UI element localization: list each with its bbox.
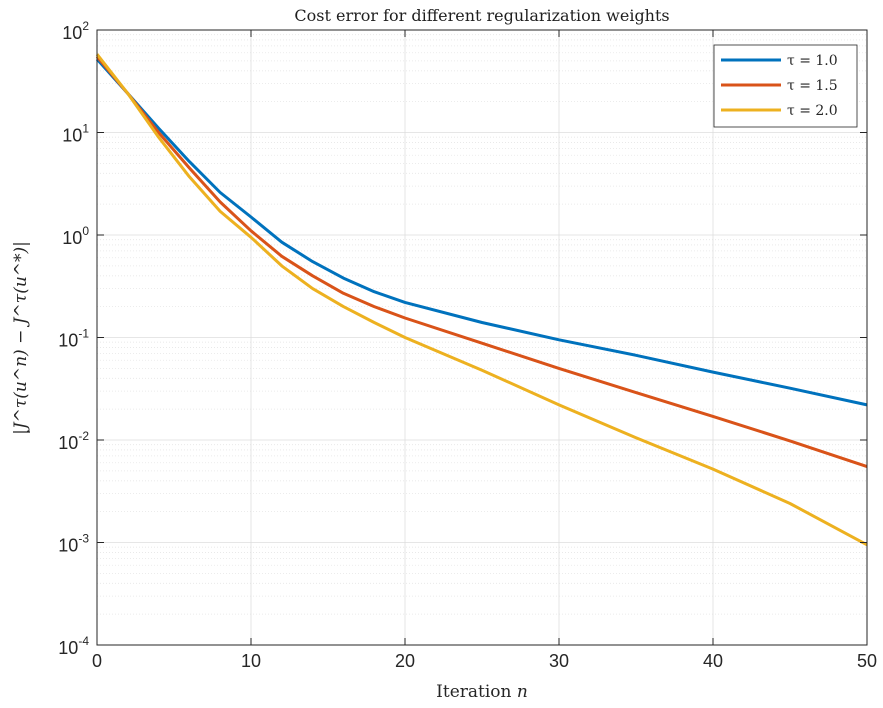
x-tick-label: 20: [395, 651, 415, 671]
y-tick-label: 101: [62, 122, 89, 146]
y-tick-label: 102: [62, 19, 89, 43]
y-tick-label: 10-4: [58, 634, 89, 658]
x-tick-label: 0: [92, 651, 102, 671]
series-line-2: [95, 55, 868, 469]
x-tick-label: 30: [549, 651, 569, 671]
legend-label-1: τ = 1.0: [787, 53, 838, 69]
series-layer: [95, 53, 868, 547]
legend-label-3: τ = 2.0: [787, 103, 838, 119]
minor-grid: [97, 34, 867, 615]
x-tick-label: 50: [857, 651, 877, 671]
x-tick-labels: 0 10 20 30 40 50: [92, 651, 877, 671]
y-axis-label: |J^τ(u^n) − J^τ(u^*)|: [11, 241, 31, 435]
y-tick-labels: 102 101 100 10-1 10-2 10-3 10-4: [58, 19, 89, 658]
chart-title: Cost error for different regularization …: [294, 6, 669, 25]
legend-label-2: τ = 1.5: [787, 78, 838, 94]
series-line-1: [95, 58, 868, 407]
y-tick-label: 10-1: [58, 327, 89, 351]
series-line-3: [95, 53, 868, 547]
legend: τ = 1.0 τ = 1.5 τ = 2.0: [713, 44, 858, 128]
x-tick-label: 10: [241, 651, 261, 671]
tick-marks: [96, 29, 868, 646]
y-tick-label: 10-2: [58, 429, 89, 453]
x-axis-label: Iteration n: [436, 682, 528, 702]
x-tick-label: 40: [703, 651, 723, 671]
y-tick-label: 10-3: [58, 532, 89, 556]
y-tick-label: 100: [62, 224, 89, 248]
